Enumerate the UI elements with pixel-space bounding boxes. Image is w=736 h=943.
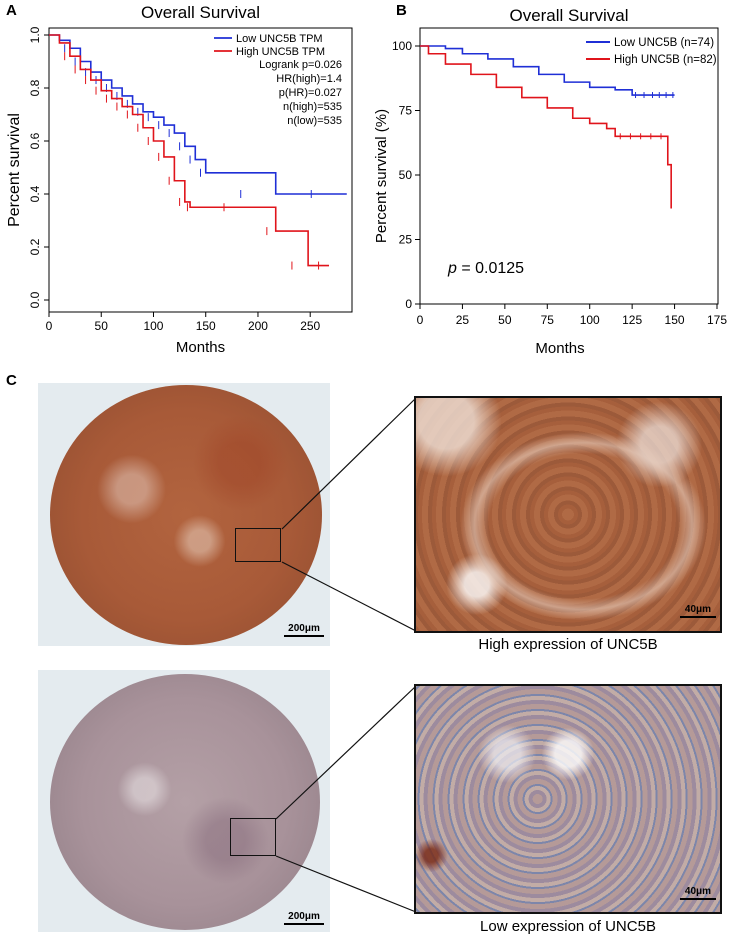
chart-a-xtick-label: 100 (143, 319, 163, 333)
chart-a-series-line-high (49, 34, 330, 267)
chart-b-survival-plot: Overall Survival 0 25 50 75 100 125 150 175 0 25 50… (373, 6, 727, 357)
chart-b-xtick-label: 175 (707, 313, 727, 327)
chart-b-legend-entry: Low UNC5B (n=74) (614, 37, 714, 49)
chart-a-stat-3: n(high)=535 (283, 101, 342, 113)
chart-b-ytick-label: 75 (399, 104, 413, 118)
chart-b-xtick-label: 150 (665, 313, 685, 327)
zoom-scale-bar-low: 40μm (680, 886, 716, 900)
panel-label-c: C (6, 372, 17, 389)
chart-a-xtick-label: 150 (196, 319, 216, 333)
chart-b-frame (419, 27, 719, 305)
chart-b-ytick-label: 0 (405, 297, 412, 311)
chart-a-xtick-label: 200 (248, 319, 268, 333)
chart-a-survival-plot: Overall Survival 0 50 100 150 200 250 0.0 0.2 0.4… (6, 3, 353, 356)
chart-a-xtick-label: 250 (300, 319, 320, 333)
scale-bar-low: 200μm (284, 911, 324, 925)
zoom-region-box-low (230, 818, 276, 856)
chart-a-ytick-label: 0.6 (28, 132, 42, 149)
chart-b-xtick-label: 75 (541, 313, 555, 327)
chart-a-series-line-low (49, 34, 347, 195)
scale-bar-low-label: 200μm (288, 911, 320, 922)
chart-a-stat-0: Logrank p=0.026 (259, 59, 342, 71)
zoom-region-box-high (235, 528, 281, 562)
chart-a-legend-entry: Low UNC5B TPM (236, 33, 323, 45)
chart-a-ytick-label: 0.4 (28, 185, 42, 202)
scale-bar-high-label: 200μm (288, 623, 320, 634)
chart-b-ytick-label: 50 (399, 168, 413, 182)
caption-high-expression: High expression of UNC5B (478, 636, 658, 653)
chart-b-xtick-label: 125 (622, 313, 642, 327)
chart-a-frame (48, 27, 353, 313)
chart-a-stat-1: HR(high)=1.4 (276, 73, 342, 85)
chart-b-xtick-label: 100 (580, 313, 600, 327)
tissue-core-low (50, 674, 320, 930)
chart-b-ytick-label: 25 (399, 233, 413, 247)
ihc-low-zoom: 40μm (414, 684, 722, 914)
chart-b-xtick-label: 0 (417, 313, 424, 327)
chart-a-ytick-label: 0.0 (28, 291, 42, 308)
zoom-scale-bar-high-label: 40μm (684, 604, 712, 615)
chart-b-pvalue: p = 0.0125 (447, 260, 524, 277)
chart-a-ytick-label: 1.0 (28, 26, 42, 43)
scale-bar-high: 200μm (284, 623, 324, 637)
chart-a-ytick-label: 0.2 (28, 238, 42, 255)
chart-a-xlabel: Months (176, 339, 225, 356)
chart-b-ylabel: Percent survival (%) (373, 109, 390, 243)
chart-a-xtick-label: 50 (95, 319, 109, 333)
chart-b-series-line-low (420, 45, 675, 96)
ihc-low-overview: 200μm (38, 670, 330, 932)
chart-a-stat-2: p(HR)=0.027 (279, 87, 342, 99)
chart-b-ytick-label: 100 (392, 39, 412, 53)
ihc-high-overview: 200μm (38, 383, 330, 646)
chart-b-series-line-high (420, 45, 672, 209)
zoom-scale-bar-high: 40μm (680, 604, 716, 618)
tissue-core-high (50, 385, 322, 645)
zoom-scale-bar-low-label: 40μm (684, 886, 712, 897)
panel-label-b: B (396, 2, 407, 19)
chart-b-legend-entry: High UNC5B (n=82) (614, 54, 717, 66)
panel-label-a: A (6, 2, 17, 19)
ihc-high-zoom: 40μm (414, 396, 722, 633)
chart-a-title: Overall Survival (141, 3, 260, 22)
chart-a-legend-entry: High UNC5B TPM (236, 46, 325, 58)
chart-b-title: Overall Survival (509, 6, 628, 25)
chart-a-ylabel: Percent survival (6, 113, 23, 227)
chart-a-stat-4: n(low)=535 (287, 115, 342, 127)
chart-b-xtick-label: 50 (498, 313, 512, 327)
chart-b-xtick-label: 25 (456, 313, 470, 327)
caption-low-expression: Low expression of UNC5B (480, 918, 656, 935)
chart-a-ytick-label: 0.8 (28, 79, 42, 96)
chart-a-xtick-label: 0 (46, 319, 53, 333)
chart-b-xlabel: Months (535, 340, 584, 357)
